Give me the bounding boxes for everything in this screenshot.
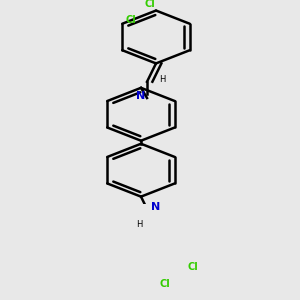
Text: N: N bbox=[136, 91, 146, 101]
Text: H: H bbox=[136, 220, 142, 229]
Text: N: N bbox=[152, 202, 160, 212]
Text: Cl: Cl bbox=[188, 262, 198, 272]
Text: Cl: Cl bbox=[145, 0, 155, 9]
Text: H: H bbox=[159, 75, 165, 84]
Text: Cl: Cl bbox=[126, 15, 136, 25]
Text: Cl: Cl bbox=[160, 279, 170, 289]
